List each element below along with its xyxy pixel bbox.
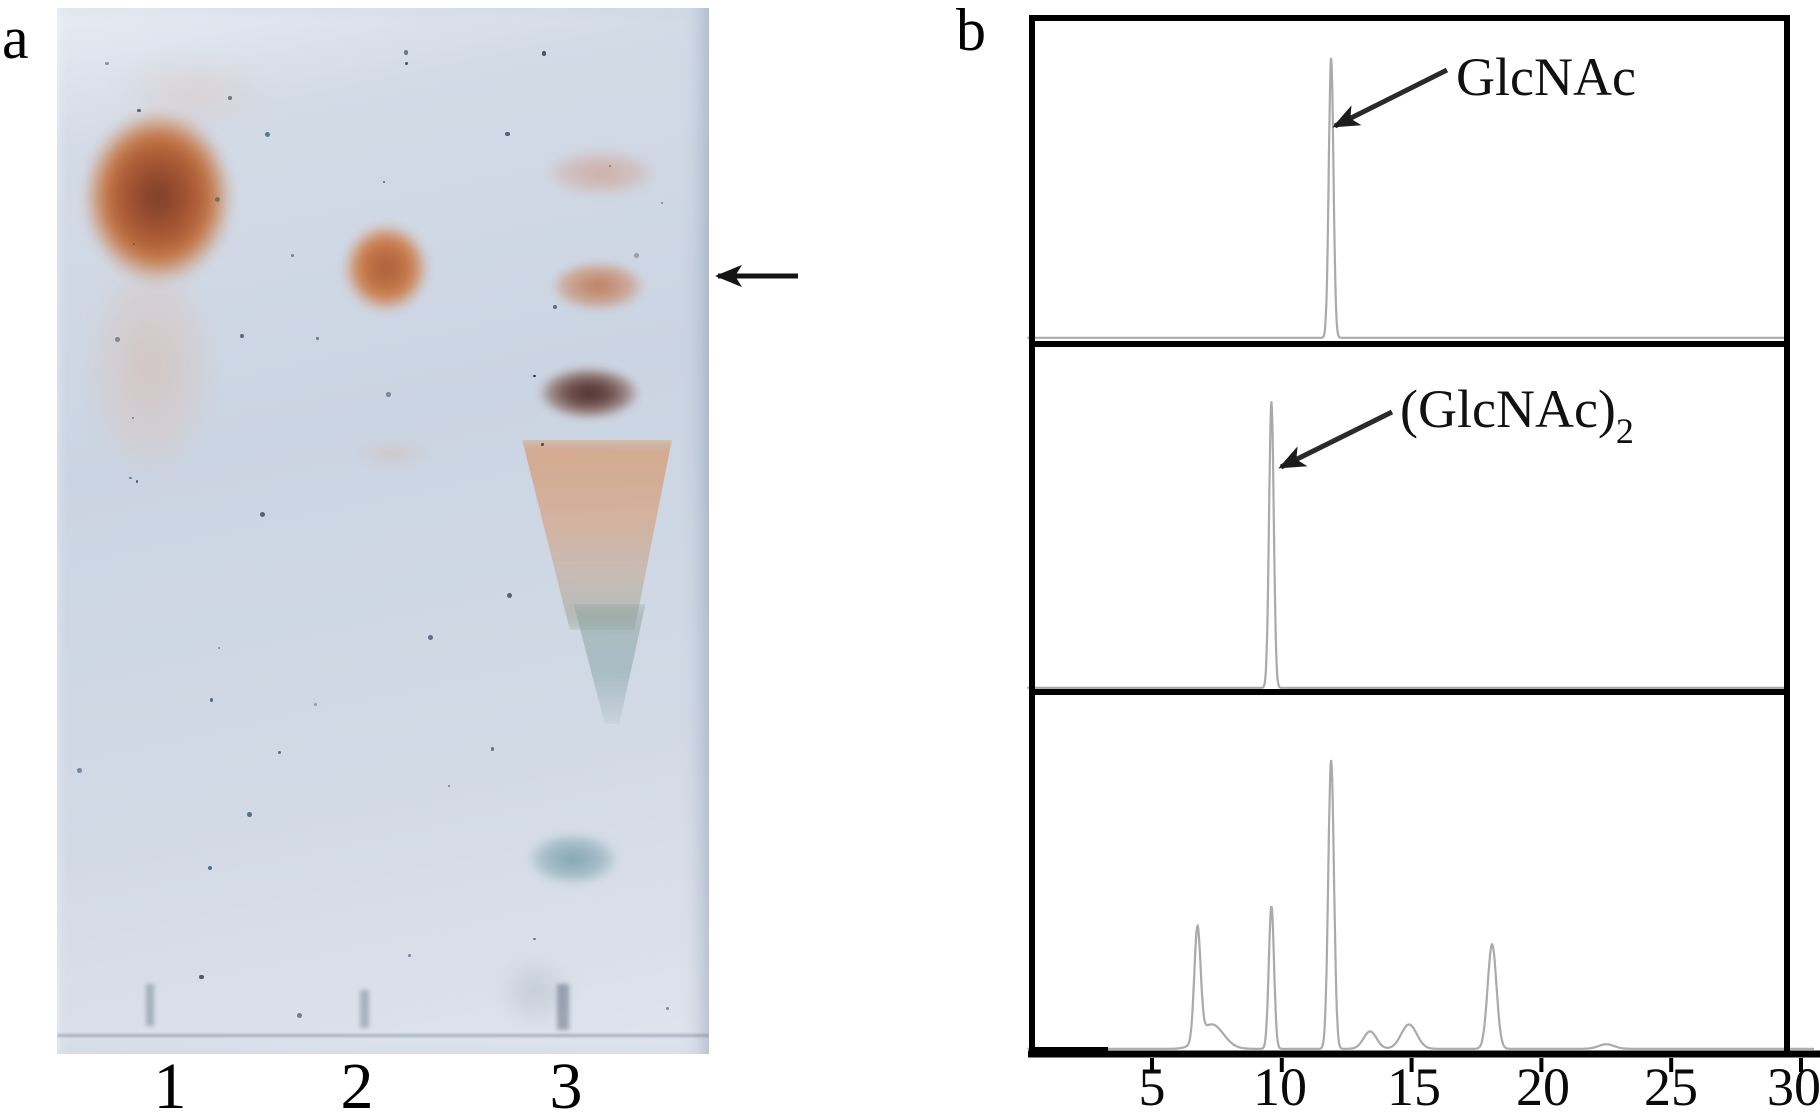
plate-speckle (137, 108, 141, 113)
lane3-band-3 (525, 360, 653, 426)
chromatogram-frame (1029, 15, 1790, 1057)
plate-speckle (665, 1006, 669, 1010)
tlc-plate-photo (57, 8, 709, 1054)
plate-speckle (541, 442, 545, 446)
plate-speckle (386, 392, 391, 397)
plate-speckle (208, 865, 212, 870)
lane3-band-1 (531, 144, 671, 202)
origin-smudge-3 (557, 984, 569, 1030)
annotation-glcnac2-subscript: 2 (1615, 411, 1634, 451)
plate-speckle (533, 937, 536, 940)
plate-speckle (260, 512, 266, 517)
plate-speckle (448, 785, 451, 788)
plate-speckle (209, 697, 214, 702)
band-marker-arrow (715, 264, 798, 288)
plate-speckle (264, 132, 271, 138)
plate-speckle (533, 374, 537, 378)
plate-speckle (404, 62, 408, 66)
hplc-chromatograms (1027, 15, 1820, 1072)
plate-speckle (114, 336, 121, 342)
plate-speckle (135, 479, 139, 483)
lane3-teal-band (515, 826, 631, 892)
lane1-spot (69, 94, 247, 300)
plate-speckle (132, 242, 136, 246)
panel-b-label: b (956, 0, 986, 63)
annotation-glcnac2: (GlcNAc)2 (1400, 379, 1634, 451)
plate-speckle (608, 165, 611, 168)
plate-speckle (278, 750, 282, 754)
chromatogram-trace-bottom (1027, 759, 1814, 1050)
plate-speckle (296, 1012, 302, 1018)
annotation-glcnac2-text: (GlcNAc) (1400, 379, 1616, 439)
lane3-origin-spot (485, 944, 585, 1038)
plate-speckle (128, 476, 132, 480)
annotation-glcnac-text: GlcNAc (1456, 47, 1636, 107)
tlc-origin-line (57, 1034, 709, 1037)
glcnac-annotation-arrow (1332, 67, 1449, 129)
x-tick-label-30: 30 (1767, 1057, 1820, 1116)
plate-speckle (198, 974, 204, 980)
plate-speckle (228, 96, 232, 101)
plate-speckle (541, 51, 546, 56)
lane3-band-2 (538, 254, 658, 318)
lane-label-2: 2 (340, 1050, 374, 1116)
plate-speckle (215, 197, 221, 203)
lane-label-1: 1 (153, 1050, 187, 1116)
plate-speckle (77, 768, 82, 773)
plate-speckle (428, 634, 434, 640)
plate-speckle (552, 304, 558, 310)
x-tick-label-20: 20 (1516, 1057, 1570, 1116)
plate-speckle (291, 254, 295, 258)
plate-speckle (506, 592, 512, 598)
plate-speckle (218, 646, 221, 650)
plate-speckle (634, 253, 639, 258)
baseline-start-mark (1030, 1047, 1108, 1055)
plate-speckle (403, 50, 409, 55)
origin-smudge-1 (146, 984, 154, 1026)
x-tick-label-25: 25 (1644, 1057, 1698, 1116)
plate-speckle (246, 811, 252, 817)
glcnac2-annotation-arrow (1278, 409, 1394, 470)
plate-speckle (505, 131, 510, 137)
plate-speckle (132, 417, 135, 420)
origin-smudge-2 (360, 990, 369, 1028)
lane3-smear-funnel (522, 440, 672, 630)
chromatogram-trace-middle (1027, 401, 1787, 689)
annotation-glcnac: GlcNAc (1456, 47, 1636, 107)
x-tick-label-10: 10 (1253, 1057, 1307, 1116)
plate-speckle (382, 180, 385, 183)
plate-speckle (239, 333, 245, 339)
plate-speckle (314, 703, 318, 707)
chromatogram-trace-top (1027, 57, 1787, 339)
plate-speckle (105, 61, 109, 66)
plate-speckle (316, 337, 319, 340)
lane2-faint-smear (344, 436, 440, 470)
plate-speckle (408, 953, 411, 957)
x-tick-label-5: 5 (1138, 1057, 1166, 1116)
lane2-spot (334, 214, 438, 322)
panel-a-label: a (2, 5, 29, 71)
plate-speckle (490, 747, 495, 751)
plate-speckle (660, 201, 664, 205)
x-tick-label-15: 15 (1387, 1057, 1441, 1116)
lane-label-3: 3 (549, 1050, 583, 1116)
